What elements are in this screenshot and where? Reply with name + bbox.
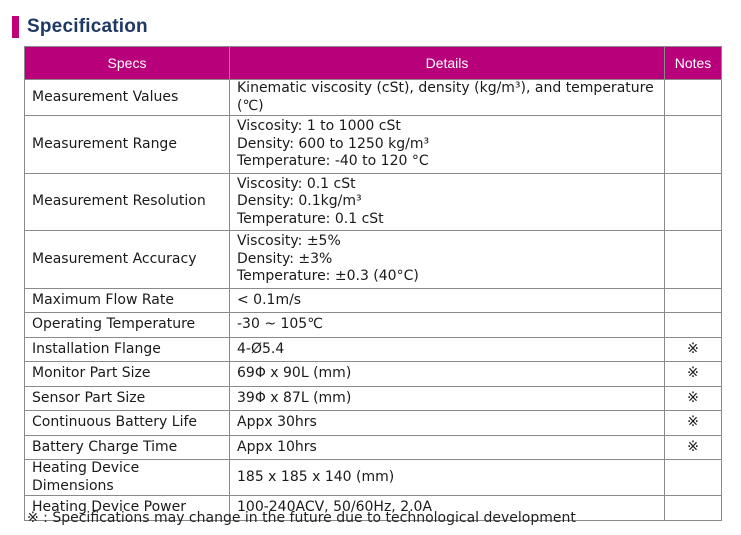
table-header-row: Specs Details Notes [24, 46, 722, 80]
footnote: ※ : Specifications may change in the fut… [27, 510, 576, 526]
details-line: 39Φ x 87L (mm) [237, 389, 352, 406]
table-row: Installation Flange 4-Ø5.4 ※ [24, 336, 722, 362]
table-row: Measurement Accuracy Viscosity: ±5% Densit… [24, 230, 722, 289]
details-line: 69Φ x 90L (mm) [237, 365, 352, 381]
table-row: Heating Device Power 100-240ACV, 50/60Hz,… [24, 495, 722, 521]
details-line: Viscosity: 1 to 1000 cSt [237, 118, 401, 134]
notes-cell [664, 115, 722, 174]
header-notes: Notes [664, 46, 722, 80]
notes-cell: ※ [664, 336, 722, 362]
notes-cell [664, 230, 722, 289]
details-cell: 185 x 185 x 140 (mm) [229, 459, 665, 496]
spec-cell: Installation Flange [24, 336, 230, 362]
notes-cell: ※ [664, 434, 722, 460]
table-row: Monitor Part Size 69Φ x 90L (mm) ※ [24, 361, 722, 387]
notes-cell [664, 287, 722, 313]
details-line: 4-Ø5.4 [237, 340, 285, 357]
notes-cell [664, 79, 722, 116]
table-row: Measurement Resolution Viscosity: 0.1 cSt… [24, 172, 722, 231]
section-title: Specification [27, 16, 148, 37]
spec-cell: Measurement Values [24, 79, 230, 116]
table-row: Maximum Flow Rate < 0.1m/s [24, 287, 722, 313]
details-line: Viscosity: ±5% [237, 233, 341, 249]
details-line: Temperature: 0.1 cSt [237, 210, 384, 227]
details-cell: Appx 10hrs [229, 434, 665, 460]
spec-cell: Measurement Resolution [24, 172, 230, 231]
details-cell: Kinematic viscosity (cSt), density (kg/m… [229, 79, 665, 116]
details-line: Density: 0.1kg/m³ [237, 193, 362, 209]
spec-cell: Measurement Range [24, 115, 230, 174]
details-cell: < 0.1m/s [229, 287, 665, 313]
spec-cell: Sensor Part Size [24, 385, 230, 411]
details-line: Appx 10hrs [237, 438, 317, 455]
table-row: Heating Device Dimensions 185 x 185 x 140… [24, 459, 722, 496]
title-accent-bar [12, 16, 19, 38]
table-body: Measurement Values Kinematic viscosity (c… [24, 79, 722, 521]
header-details: Details [229, 46, 665, 80]
details-line: 100-240ACV, 50/60Hz, 2.0A [237, 499, 433, 515]
details-line: Kinematic viscosity (cSt), density (kg/m… [237, 80, 654, 114]
table-row: Measurement Range Viscosity: 1 to 1000 cS… [24, 115, 722, 174]
notes-cell [664, 459, 722, 496]
details-line: Density: ±3% [237, 250, 333, 267]
details-line: Viscosity: 0.1 cSt [237, 175, 356, 192]
details-cell: 4-Ø5.4 [229, 336, 665, 362]
section-header: Specification [12, 16, 148, 38]
notes-cell: ※ [664, 361, 722, 387]
table-row: Battery Charge Time Appx 10hrs ※ [24, 434, 722, 460]
details-cell: Viscosity: ±5% Density: ±3% Temperature: ±… [229, 230, 665, 289]
details-line: 185 x 185 x 140 (mm) [237, 468, 395, 485]
details-line: -30 ~ 105℃ [237, 316, 323, 332]
details-line: Temperature: ±0.3 (40°C) [237, 268, 419, 284]
details-cell: Viscosity: 1 to 1000 cSt Density: 600 to … [229, 115, 665, 174]
details-cell: Viscosity: 0.1 cSt Density: 0.1kg/m³ Tempe… [229, 172, 665, 231]
notes-cell [664, 172, 722, 231]
details-cell: 39Φ x 87L (mm) [229, 385, 665, 411]
notes-cell: ※ [664, 385, 722, 411]
spec-cell: Heating Device Power [24, 495, 230, 521]
table-row: Operating Temperature -30 ~ 105℃ [24, 312, 722, 338]
table-row: Measurement Values Kinematic viscosity (c… [24, 79, 722, 116]
details-cell: -30 ~ 105℃ [229, 312, 665, 338]
spec-cell: Measurement Accuracy [24, 230, 230, 289]
table-row: Continuous Battery Life Appx 30hrs ※ [24, 410, 722, 436]
header-specs: Specs [24, 46, 230, 80]
spec-cell: Battery Charge Time [24, 434, 230, 460]
spec-cell: Heating Device Dimensions [24, 459, 230, 496]
spec-cell: Monitor Part Size [24, 361, 230, 387]
details-line: Temperature: -40 to 120 °C [237, 153, 429, 169]
notes-cell: ※ [664, 410, 722, 436]
table-row: Sensor Part Size 39Φ x 87L (mm) ※ [24, 385, 722, 411]
details-cell: 69Φ x 90L (mm) [229, 361, 665, 387]
details-cell: Appx 30hrs [229, 410, 665, 436]
details-line: Density: 600 to 1250 kg/m³ [237, 135, 430, 152]
spec-cell: Maximum Flow Rate [24, 287, 230, 313]
notes-cell [664, 495, 722, 521]
details-line: < 0.1m/s [237, 291, 302, 308]
notes-cell [664, 312, 722, 338]
specification-table: Specs Details Notes Measurement Values Ki… [24, 46, 722, 521]
details-cell: 100-240ACV, 50/60Hz, 2.0A [229, 495, 665, 521]
details-line: Appx 30hrs [237, 414, 317, 430]
spec-cell: Continuous Battery Life [24, 410, 230, 436]
spec-cell: Operating Temperature [24, 312, 230, 338]
